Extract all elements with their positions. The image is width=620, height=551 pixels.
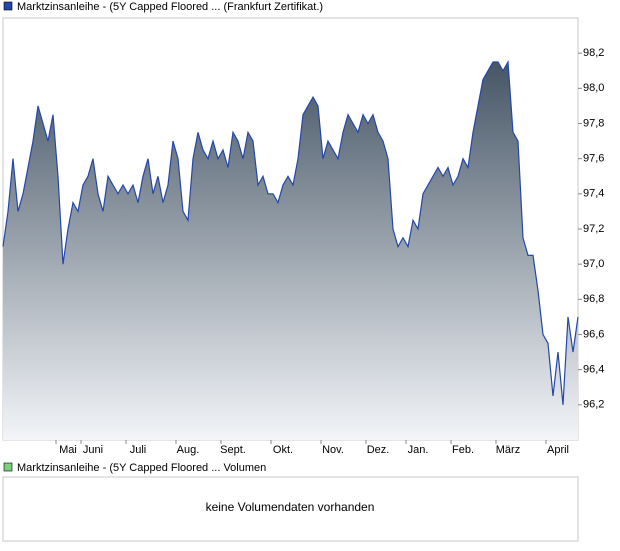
y-tick-label: 96,6	[583, 328, 604, 340]
y-tick-label: 98,2	[583, 47, 604, 59]
x-tick-label: Aug.	[177, 444, 200, 456]
x-tick-label: April	[547, 444, 569, 456]
x-tick-label: Juli	[130, 444, 147, 456]
y-tick-label: 97,4	[583, 188, 604, 200]
area	[3, 62, 578, 440]
y-tick-label: 97,0	[583, 258, 604, 270]
line	[2, 59, 579, 405]
y-tick-label: 98,0	[583, 82, 604, 94]
legend-swatch	[3, 462, 13, 472]
y-tick-label: 97,8	[583, 117, 604, 129]
x-tick-label: Okt.	[273, 444, 293, 456]
volume-frame	[2, 476, 579, 542]
x-tick-label: März	[496, 444, 520, 456]
y-tick-label: 96,2	[583, 399, 604, 411]
y-tick-label: 97,2	[583, 223, 604, 235]
y-tick-label: 97,6	[583, 153, 604, 165]
legend-swatch	[3, 1, 13, 11]
legend-label: Marktzinsanleihe - (5Y Capped Floored ..…	[17, 462, 266, 474]
no-data-message: keine Volumendaten vorhanden	[206, 500, 375, 514]
x-tick-label: Jan.	[408, 444, 429, 456]
x-tick-label: Sept.	[220, 444, 246, 456]
x-tick-label: Dez.	[367, 444, 390, 456]
legend-label: Marktzinsanleihe - (5Y Capped Floored ..…	[17, 1, 323, 13]
x-tick-label: Feb.	[452, 444, 474, 456]
y-tick-label: 96,4	[583, 364, 604, 376]
y-tick-label: 96,8	[583, 293, 604, 305]
x-tick-label: Mai	[59, 444, 77, 456]
x-tick-label: Juni	[83, 444, 103, 456]
x-tick-label: Nov.	[322, 444, 344, 456]
